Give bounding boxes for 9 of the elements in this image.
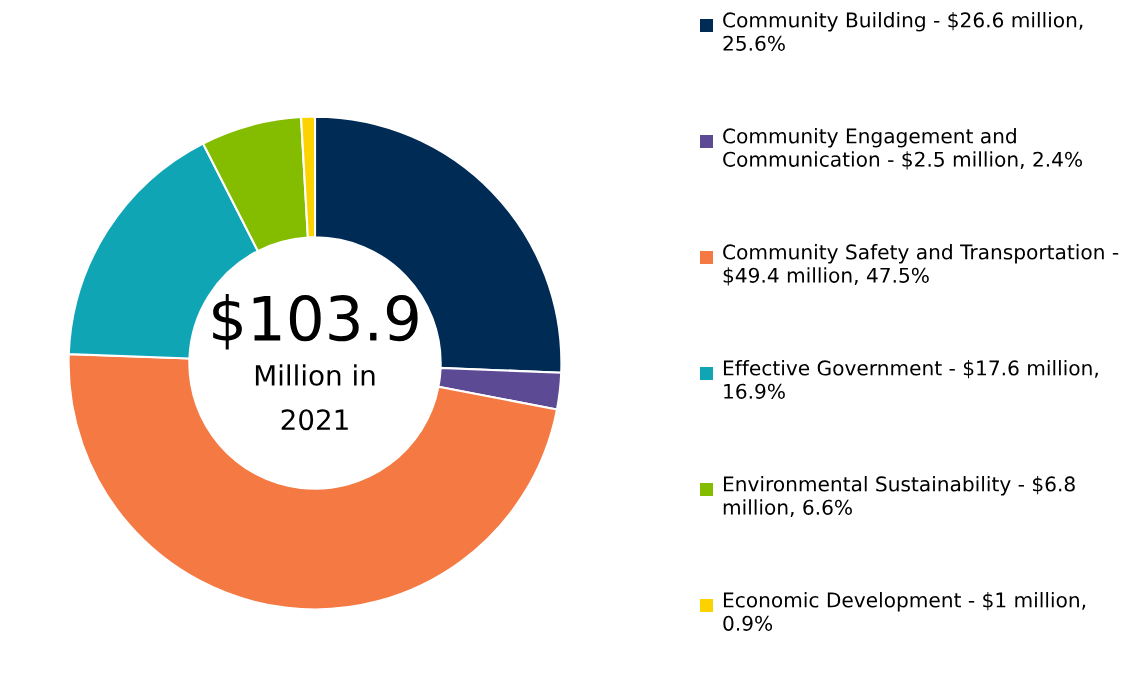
- text: $103.9: [213, 294, 418, 350]
- legend-label: Environmental Sustainability - $6.8 million, 6.6%: [723, 476, 1075, 517]
- legend-label: Community Safety and Transportation - $49.4 million, 47.5%: [723, 244, 1119, 286]
- legend-label: Effective Government - $17.6 million, 16.9%: [723, 360, 1098, 399]
- text: 2021: [281, 409, 348, 431]
- legend-label: Community Building - $26.6 million, 25.6%: [723, 12, 1083, 51]
- legend-label: Community Engagement and Communication - $2.5 million, 2.4%: [723, 128, 1082, 170]
- text: Million in: [255, 364, 375, 386]
- legend-label: Economic Development - $1 million, 0.9%: [723, 592, 1086, 631]
